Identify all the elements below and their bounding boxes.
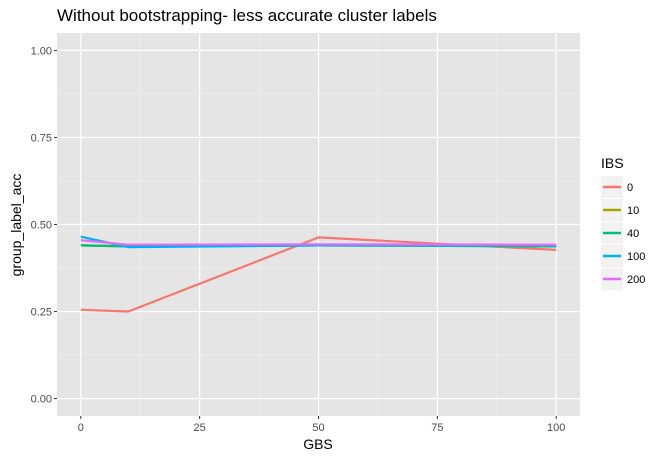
major-gridlines — [57, 33, 580, 416]
x-axis-title: GBS — [303, 436, 333, 452]
x-tick-label: 50 — [312, 422, 324, 434]
x-tick-label: 75 — [431, 422, 443, 434]
series-line-200 — [80, 239, 557, 246]
y-tick-label: 0.00 — [31, 394, 52, 406]
series-lines — [80, 235, 557, 313]
legend-label: 0 — [627, 182, 633, 194]
legend-label: 10 — [627, 205, 639, 217]
y-tick-label: 0.75 — [31, 132, 52, 144]
x-tick-label: 25 — [194, 422, 206, 434]
chart-title: Without bootstrapping- less accurate clu… — [57, 6, 437, 25]
y-tick-label: 0.25 — [31, 307, 52, 319]
y-axis: 0.00 0.25 0.50 0.75 1.00 — [31, 45, 57, 406]
y-tick-label: 1.00 — [31, 45, 52, 57]
y-axis-title: group_label_acc — [8, 174, 24, 277]
legend-label: 100 — [627, 251, 645, 263]
x-axis: 0 25 50 75 100 — [78, 416, 565, 434]
legend-label: 40 — [627, 228, 639, 240]
x-tick-label: 100 — [547, 422, 565, 434]
legend-title: IBS — [601, 155, 624, 171]
x-tick-label: 0 — [78, 422, 84, 434]
legend-label: 200 — [627, 274, 645, 286]
legend: IBS 0 10 40 100 200 — [601, 155, 645, 290]
y-tick-label: 0.50 — [31, 220, 52, 232]
